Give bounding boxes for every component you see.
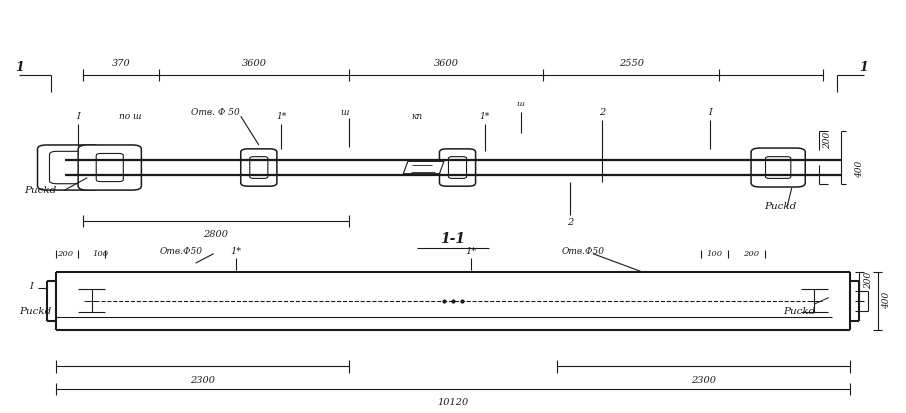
FancyBboxPatch shape bbox=[766, 157, 791, 178]
Text: 200: 200 bbox=[743, 250, 759, 258]
Text: I: I bbox=[708, 108, 712, 116]
FancyBboxPatch shape bbox=[96, 154, 123, 182]
Text: кп: кп bbox=[411, 112, 422, 121]
Text: 400: 400 bbox=[855, 161, 864, 178]
Text: 1: 1 bbox=[15, 61, 24, 74]
Text: 2300: 2300 bbox=[190, 375, 215, 385]
Text: 100: 100 bbox=[707, 250, 723, 258]
Text: Рuckd: Рuckd bbox=[765, 202, 797, 211]
Text: 2300: 2300 bbox=[691, 375, 716, 385]
Text: I: I bbox=[76, 112, 80, 121]
FancyBboxPatch shape bbox=[250, 157, 268, 178]
Text: по ш: по ш bbox=[119, 112, 141, 121]
Text: Отв.Ф50: Отв.Ф50 bbox=[159, 247, 202, 256]
Text: 200: 200 bbox=[56, 250, 72, 258]
Text: 2550: 2550 bbox=[619, 59, 644, 68]
Text: 370: 370 bbox=[111, 59, 130, 68]
Polygon shape bbox=[403, 161, 444, 174]
Text: 1*: 1* bbox=[231, 247, 242, 256]
Text: 1*: 1* bbox=[276, 112, 286, 121]
Text: 100: 100 bbox=[92, 250, 109, 258]
Text: 200: 200 bbox=[824, 132, 833, 150]
Text: 1-1: 1-1 bbox=[440, 233, 466, 246]
Text: Рuckd: Рuckd bbox=[783, 306, 814, 316]
Text: 2: 2 bbox=[567, 218, 573, 228]
Text: 1*: 1* bbox=[466, 247, 477, 256]
Text: 400: 400 bbox=[882, 292, 891, 309]
FancyBboxPatch shape bbox=[78, 145, 141, 190]
Text: Отв. Ф 50: Отв. Ф 50 bbox=[191, 108, 240, 116]
FancyBboxPatch shape bbox=[751, 148, 805, 187]
Text: 2: 2 bbox=[599, 108, 605, 116]
Text: 200: 200 bbox=[864, 272, 873, 289]
Text: Рuckd: Рuckd bbox=[19, 306, 52, 316]
FancyBboxPatch shape bbox=[439, 149, 476, 186]
FancyBboxPatch shape bbox=[37, 145, 101, 190]
Text: 10120: 10120 bbox=[438, 398, 468, 407]
FancyBboxPatch shape bbox=[448, 157, 467, 178]
Text: 3600: 3600 bbox=[434, 59, 458, 68]
Text: Отв.Ф50: Отв.Ф50 bbox=[562, 247, 604, 256]
Text: 1*: 1* bbox=[479, 112, 490, 121]
Text: 2800: 2800 bbox=[204, 230, 228, 239]
Text: I: I bbox=[29, 282, 33, 291]
FancyBboxPatch shape bbox=[241, 149, 277, 186]
Text: ш: ш bbox=[516, 100, 525, 108]
Text: Рuckd: Рuckd bbox=[24, 185, 56, 195]
Text: 1: 1 bbox=[860, 61, 868, 74]
FancyBboxPatch shape bbox=[50, 151, 89, 184]
Text: ш: ш bbox=[341, 108, 349, 116]
Text: 3600: 3600 bbox=[242, 59, 266, 68]
